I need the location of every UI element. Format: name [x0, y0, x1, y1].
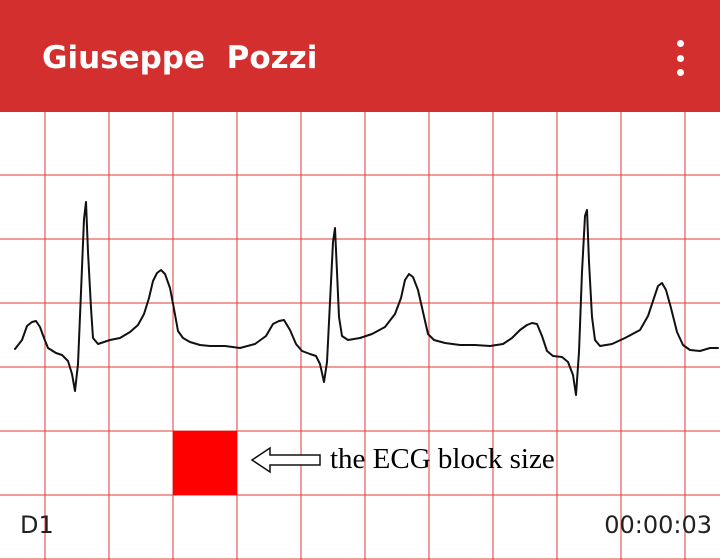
app-title: Giuseppe Pozzi: [42, 40, 318, 76]
menu-dot: [676, 40, 684, 47]
menu-dot: [676, 69, 684, 76]
ecg-trace: [14, 201, 719, 396]
app-bar: Giuseppe Pozzi: [0, 0, 720, 112]
lead-label: D1: [20, 511, 54, 539]
menu-dot: [676, 54, 684, 62]
ecg-grid: [0, 112, 720, 560]
ecg-block-caption: the ECG block size: [330, 443, 555, 475]
ecg-chart: [0, 112, 720, 560]
ecg-chart-area: [0, 112, 720, 560]
left-arrow-outline-icon: [250, 446, 321, 474]
ecg-block-sample: [173, 431, 237, 495]
elapsed-timer: 00:00:03: [604, 511, 712, 539]
more-vert-icon[interactable]: [670, 38, 690, 78]
